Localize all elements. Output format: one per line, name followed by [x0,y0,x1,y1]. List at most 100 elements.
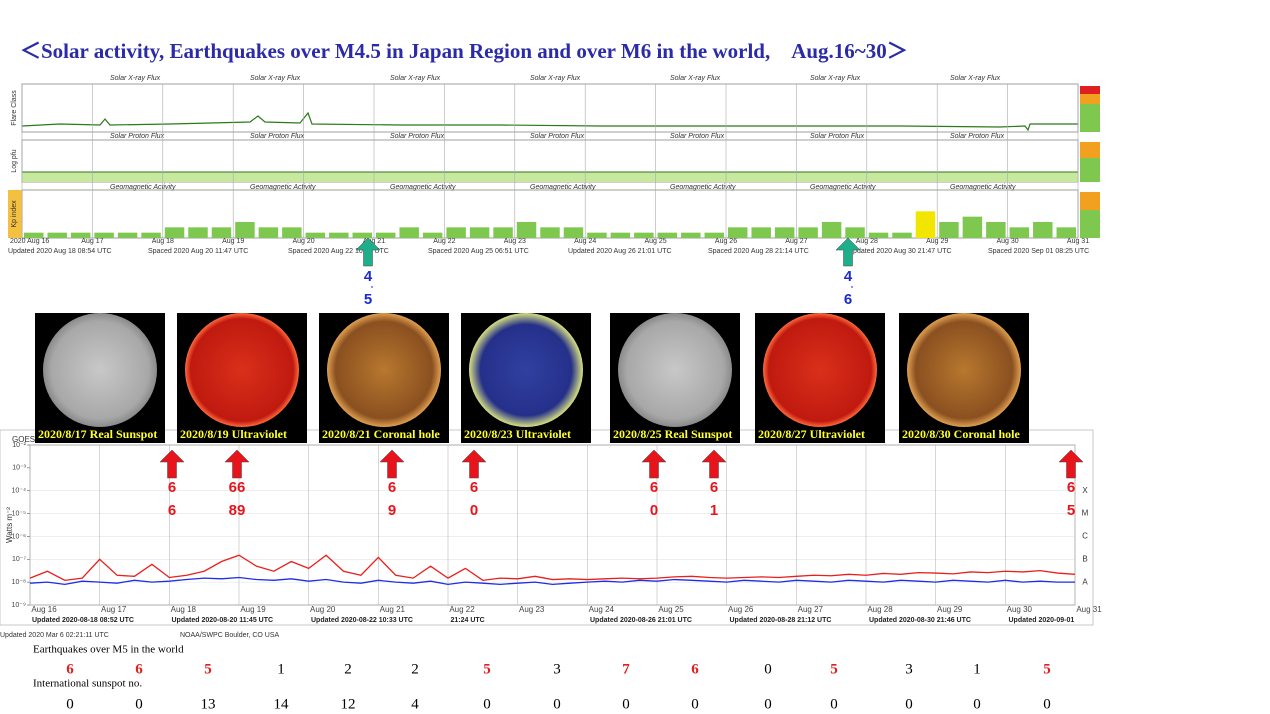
table-value: 0 [622,696,630,712]
y-tick-label: 10⁻⁸ [12,579,26,586]
x-tick-label: Aug 27 [798,605,824,614]
x-tick-label: Aug 26 [728,605,754,614]
world-quake-magnitude: 0 [470,502,478,519]
japan-quake-magnitude: 4 [844,268,853,285]
panel-heading: Solar Proton Flux [670,133,725,140]
sun-image: 2020/8/30 Coronal hole [899,313,1029,443]
x-tick-label: Aug 20 [310,605,336,614]
panel-heading: Solar Proton Flux [390,133,445,140]
date-label: Aug 23 [504,238,526,245]
x-tick-label: Aug 23 [519,605,545,614]
world-quake-magnitude: 6 [168,479,176,496]
image-caption: 2020/8/19 Ultraviolet [180,427,287,441]
image-caption: 2020/8/25 Real Sunspot [613,427,732,441]
image-caption: 2020/8/17 Real Sunspot [38,427,157,441]
panel-axis-label: Flare Class [11,90,18,126]
proton-band [22,172,1078,182]
chart-updated-label: Updated 2020-09-01 [1009,617,1075,624]
kp-bar [634,232,654,238]
chart-updated-label: Updated 2020-08-30 21:46 UTC [869,617,971,624]
sun-image: 2020/8/27 Ultraviolet [755,313,885,443]
sun-disk [327,313,441,427]
world-quake-magnitude: 6 [388,479,396,496]
x-tick-label: Aug 21 [380,605,406,614]
flare-class-label: A [1082,577,1088,586]
table-value: 2 [344,661,352,677]
kp-bar [282,227,302,238]
date-label: Aug 25 [645,238,667,245]
table-value: 6 [66,661,74,677]
image-caption: 2020/8/30 Coronal hole [902,427,1020,441]
sun-disk [469,313,583,427]
date-label: Aug 31 [1067,238,1089,245]
updated-label: Updated 2020 Aug 26 21:01 UTC [568,248,672,255]
table-value: 0 [764,661,772,677]
table-value: 5 [483,661,491,677]
kp-bar [94,232,114,238]
sun-disk [185,313,299,427]
kp-bar [422,232,443,238]
world-quake-magnitude: 6 [168,502,176,519]
kp-bar [141,232,161,238]
world-quake-arrow [1058,449,1084,479]
flux-line [29,554,1076,582]
kp-bar [188,227,208,238]
kp-bar [728,227,748,238]
chart-updated-label: Updated 2020-08-28 21:12 UTC [730,617,832,624]
date-label: Aug 26 [715,238,737,245]
date-label: Aug 18 [152,238,174,245]
kp-bar [892,232,912,238]
kp-bar [563,227,584,238]
panel-heading: Solar X-ray Flux [810,75,861,82]
kp-bar [446,227,466,238]
kp-bar [704,232,724,238]
x-tick-label: Aug 19 [240,605,266,614]
y-axis-label: Watts m⁻² [5,507,14,543]
panel-heading: Solar Proton Flux [250,133,305,140]
y-tick-label: 10⁻⁴ [12,488,27,495]
kp-bar [939,222,959,238]
world-quake-magnitude: 89 [229,502,246,519]
table-value: 7 [622,661,630,677]
sun-image: 2020/8/17 Real Sunspot [35,313,165,443]
date-label: Aug 29 [926,238,948,245]
kp-bar [329,232,349,238]
kp-bar [235,222,255,238]
panel-heading: Geomagnetic Activity [530,184,596,191]
updated-label: Spaced 2020 Aug 28 21:14 UTC [708,248,809,255]
x-tick-label: Aug 18 [171,605,197,614]
world-quake-arrow [379,449,405,479]
panel-heading: Solar X-ray Flux [250,75,301,82]
world-quake-magnitude: 66 [229,479,246,496]
chart-updated-label: 21:24 UTC [451,617,485,624]
panel-heading: Solar Proton Flux [110,133,165,140]
panel-heading: Solar X-ray Flux [670,75,721,82]
panel-heading: Solar Proton Flux [810,133,865,140]
kp-bar [821,222,842,238]
flare-class-label: X [1082,486,1088,495]
scale-bar [1080,142,1100,158]
table-value: 6 [135,661,143,677]
date-label: Aug 30 [997,238,1019,245]
kp-bar [657,232,678,238]
kp-bar [587,232,607,238]
updated-label: Spaced 2020 Aug 22 10:35 UTC [288,248,389,255]
table-value: 0 [553,696,561,712]
table-value: 0 [905,696,913,712]
world-quake-arrow [159,449,185,479]
updated-label: Spaced 2020 Sep 01 08:25 UTC [988,248,1089,255]
chart-updated-label: Updated 2020-08-26 21:01 UTC [590,617,692,624]
japan-quake-arrow [835,237,861,267]
japan-quake-magnitude: 5 [364,291,372,308]
footer-note: NOAA/SWPC Boulder, CO USA [180,632,280,639]
kp-bar [868,232,889,238]
panel-heading: Geomagnetic Activity [810,184,876,191]
table-value: 13 [201,696,216,712]
row-label: International sunspot no. [33,678,142,690]
y-tick-label: 10⁻⁷ [12,556,26,563]
kp-bar [352,232,372,238]
table-value: 1 [277,661,285,677]
table-value: 4 [411,696,419,712]
kp-bar [774,227,795,238]
